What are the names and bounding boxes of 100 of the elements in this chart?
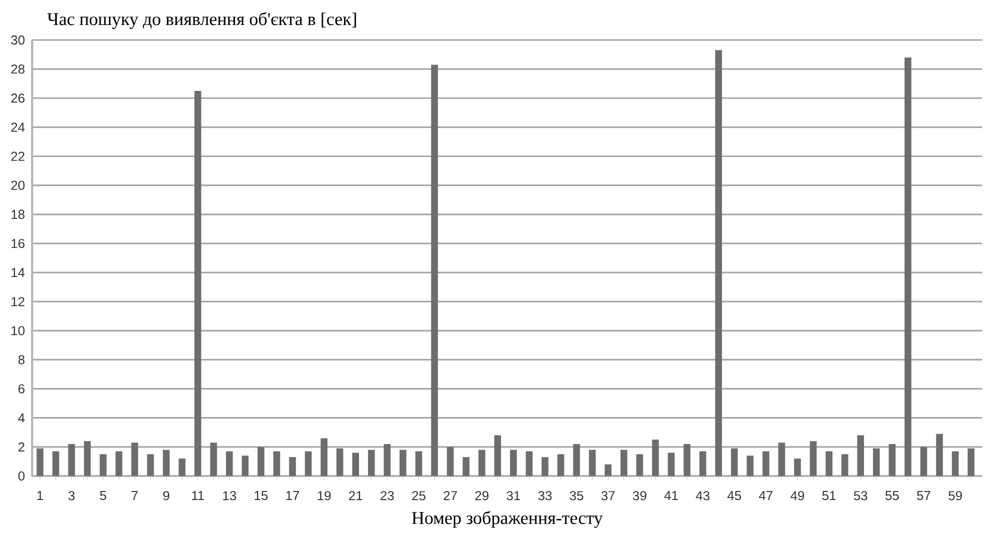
y-tick-label: 20	[11, 180, 25, 190]
x-tick-label: 47	[758, 491, 772, 500]
bar	[36, 448, 44, 476]
x-tick-label: 39	[632, 491, 646, 500]
bar	[872, 448, 880, 476]
x-tick-label: 13	[223, 491, 236, 500]
y-tick-label: 12	[12, 297, 24, 306]
x-tick-label: 37	[601, 491, 615, 500]
bar	[826, 451, 832, 476]
y-tick-label: 6	[18, 384, 24, 394]
bar	[636, 454, 644, 476]
x-tick-label: 41	[664, 491, 678, 500]
y-tick-label: 16	[12, 238, 24, 248]
bar	[258, 446, 264, 476]
bar	[620, 450, 628, 476]
y-tick-label: 18	[12, 210, 24, 219]
bar	[841, 454, 848, 476]
bar	[384, 444, 391, 476]
bar	[968, 448, 974, 476]
bar	[194, 90, 202, 476]
bar	[952, 451, 959, 476]
bar	[431, 64, 438, 476]
bar	[730, 448, 738, 476]
bar	[778, 442, 786, 476]
bar	[494, 435, 502, 476]
y-tick-label: 24	[11, 122, 25, 132]
x-tick-label: 23	[380, 491, 394, 500]
x-tick-label: 33	[538, 491, 552, 500]
x-tick-label: 59	[948, 491, 962, 500]
x-tick-label: 11	[192, 491, 204, 500]
bar	[746, 456, 754, 476]
bar	[478, 450, 486, 476]
bar	[84, 441, 91, 476]
x-tick-label: 9	[163, 491, 170, 500]
bar	[304, 451, 312, 476]
bar	[100, 454, 107, 476]
bar	[762, 451, 770, 476]
x-tick-label: 49	[790, 491, 804, 500]
bar	[588, 450, 596, 476]
bar	[462, 457, 470, 476]
bar	[699, 451, 706, 476]
bar	[178, 458, 186, 476]
bar	[400, 450, 406, 476]
bar	[320, 438, 328, 476]
bar	[352, 452, 360, 476]
bar	[668, 452, 675, 476]
x-axis-title: Номер зображення-тесту	[412, 511, 603, 528]
bar	[289, 457, 296, 476]
bar	[368, 450, 375, 476]
x-tick-label: 43	[696, 491, 710, 500]
bar	[210, 442, 217, 476]
bar	[888, 444, 896, 476]
x-tick-label: 31	[506, 491, 520, 500]
bar	[857, 435, 864, 476]
y-tick-label: 26	[11, 94, 24, 103]
x-tick-label: 57	[917, 491, 930, 500]
bar	[542, 457, 548, 476]
bar	[446, 446, 454, 476]
x-tick-label: 27	[444, 491, 457, 500]
bar	[684, 444, 690, 476]
bar	[162, 450, 170, 476]
x-tick-label: 21	[349, 491, 362, 500]
x-tick-label: 53	[854, 491, 868, 500]
x-tick-label: 15	[254, 491, 268, 500]
bar	[904, 57, 912, 476]
bar	[68, 444, 75, 476]
x-tick-label: 1	[37, 491, 43, 500]
bar	[415, 451, 422, 476]
x-tick-label: 25	[412, 491, 426, 500]
x-tick-label: 29	[475, 491, 488, 500]
bar	[273, 451, 280, 476]
bar	[116, 451, 122, 476]
bar	[920, 446, 928, 476]
bar	[242, 456, 249, 476]
bar	[336, 448, 344, 476]
y-axis-title: Час пошуку до виявлення об'єкта в [сек]	[47, 12, 356, 29]
bar	[557, 454, 564, 476]
y-tick-label: 30	[11, 35, 25, 45]
y-tick-label: 28	[11, 64, 24, 74]
bar	[573, 444, 580, 476]
x-tick-label: 7	[132, 491, 138, 500]
x-tick-label: 55	[885, 491, 899, 500]
bar	[652, 440, 659, 476]
y-tick-label: 0	[18, 471, 25, 481]
x-tick-label: 35	[570, 491, 584, 500]
bar	[936, 434, 943, 476]
bar	[510, 450, 517, 476]
y-tick-label: 22	[11, 152, 24, 161]
y-tick-label: 4	[18, 413, 25, 422]
x-tick-label: 51	[822, 491, 836, 500]
x-tick-label: 45	[727, 491, 742, 500]
y-tick-label: 10	[12, 326, 25, 336]
bar	[810, 441, 817, 476]
bar	[147, 454, 154, 476]
y-tick-label: 2	[18, 442, 24, 452]
y-tick-label: 8	[18, 355, 24, 364]
bar	[715, 50, 722, 476]
bar	[226, 451, 233, 476]
y-tick-label: 14	[12, 268, 25, 277]
bar	[794, 458, 801, 476]
